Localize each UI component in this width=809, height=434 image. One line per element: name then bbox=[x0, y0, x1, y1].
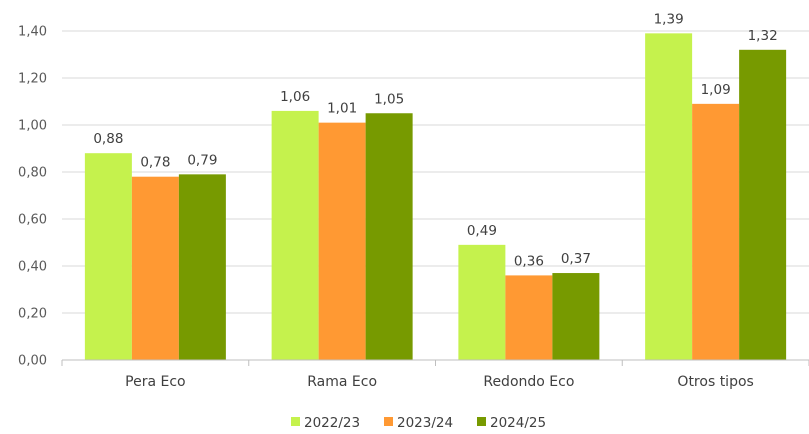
x-axis: Pera Eco Rama Eco Redondo Eco Otros tipos bbox=[61, 359, 809, 390]
data-label: 0,78 bbox=[140, 155, 170, 171]
data-label: 0,88 bbox=[93, 131, 123, 147]
bars bbox=[84, 33, 787, 361]
y-tick-label: 0,60 bbox=[18, 213, 47, 228]
y-tick-label: 0,20 bbox=[18, 307, 47, 322]
bar bbox=[458, 244, 506, 360]
data-label: 1,01 bbox=[327, 101, 357, 117]
x-category-label: Redondo Eco bbox=[483, 374, 574, 390]
bar bbox=[552, 273, 600, 360]
data-label: 1,06 bbox=[280, 89, 310, 105]
y-tick-label: 1,00 bbox=[18, 119, 47, 134]
bar bbox=[365, 113, 413, 360]
data-label: 0,37 bbox=[561, 251, 591, 267]
y-axis-tick-labels: 0,00 0,20 0,40 0,60 0,80 1,00 1,20 1,40 bbox=[18, 25, 47, 369]
bar bbox=[692, 103, 740, 360]
bar bbox=[739, 49, 787, 361]
data-label: 1,05 bbox=[374, 91, 404, 107]
y-tick-label: 1,40 bbox=[18, 25, 47, 40]
bar bbox=[645, 33, 693, 360]
y-tick-label: 0,80 bbox=[18, 166, 47, 181]
y-tick-label: 0,40 bbox=[18, 260, 47, 275]
bar bbox=[131, 176, 179, 360]
legend-swatch bbox=[477, 417, 486, 426]
bar bbox=[178, 174, 226, 360]
legend-swatch bbox=[291, 417, 300, 426]
bar bbox=[505, 275, 553, 360]
bar bbox=[84, 153, 132, 360]
data-label: 1,39 bbox=[654, 11, 684, 27]
bar bbox=[271, 110, 319, 361]
x-category-label: Pera Eco bbox=[125, 374, 185, 390]
x-category-label: Rama Eco bbox=[307, 374, 377, 390]
data-label: 0,49 bbox=[467, 223, 497, 239]
data-label: 1,09 bbox=[701, 82, 731, 98]
x-category-label: Otros tipos bbox=[677, 374, 753, 390]
legend-label: 2023/24 bbox=[397, 415, 453, 431]
legend-label: 2022/23 bbox=[304, 415, 360, 431]
data-labels: 0,88 0,78 0,79 1,06 1,01 1,05 0,49 0,36 0,37 1,39… bbox=[93, 11, 777, 269]
legend-label: 2024/25 bbox=[490, 415, 546, 431]
y-tick-label: 1,20 bbox=[18, 72, 47, 87]
data-label: 0,36 bbox=[514, 253, 544, 269]
data-label: 1,32 bbox=[748, 28, 778, 44]
bar bbox=[318, 122, 366, 361]
data-label: 0,79 bbox=[187, 152, 217, 168]
y-tick-label: 0,00 bbox=[18, 354, 47, 369]
legend: 2022/23 2023/24 2024/25 bbox=[291, 415, 546, 431]
legend-swatch bbox=[384, 417, 393, 426]
